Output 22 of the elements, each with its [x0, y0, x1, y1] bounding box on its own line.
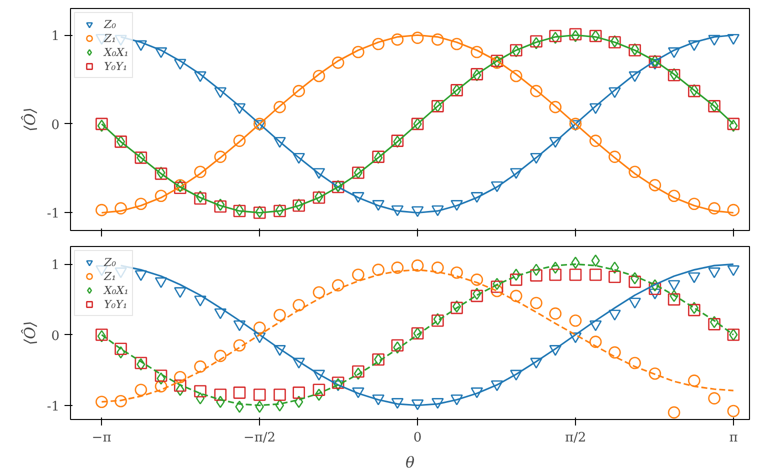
legend-label: Y₀Y₁ [104, 298, 128, 310]
legend-label: X₀X₁ [104, 284, 128, 296]
x-tick-label: π/2 [564, 430, 586, 446]
x-tick-label: 0 [413, 430, 422, 446]
y-tick-label: 1 [51, 258, 60, 274]
x-tick-label: π [729, 430, 738, 446]
y-axis-title: ⟨Ô⟩ [20, 107, 39, 132]
legend-label: Z₀ [104, 256, 118, 268]
y-axis-title: ⟨Ô⟩ [20, 320, 39, 345]
x-tick-label: −π [92, 430, 112, 446]
y-tick-label: -1 [46, 206, 60, 222]
y-tick-label: 0 [51, 118, 60, 133]
x-tick-label: −π/2 [243, 430, 276, 446]
legend-label: Y₀Y₁ [104, 60, 128, 72]
y-tick-label: -1 [46, 399, 60, 414]
legend-label: Z₁ [104, 32, 118, 44]
y-tick-label: 1 [51, 29, 60, 44]
legend-label: Z₁ [104, 270, 118, 282]
legend-label: X₀X₁ [104, 46, 128, 58]
legend-label: Z₀ [104, 18, 118, 30]
y-tick-label: 0 [51, 328, 60, 344]
x-axis-title: θ [405, 454, 415, 472]
